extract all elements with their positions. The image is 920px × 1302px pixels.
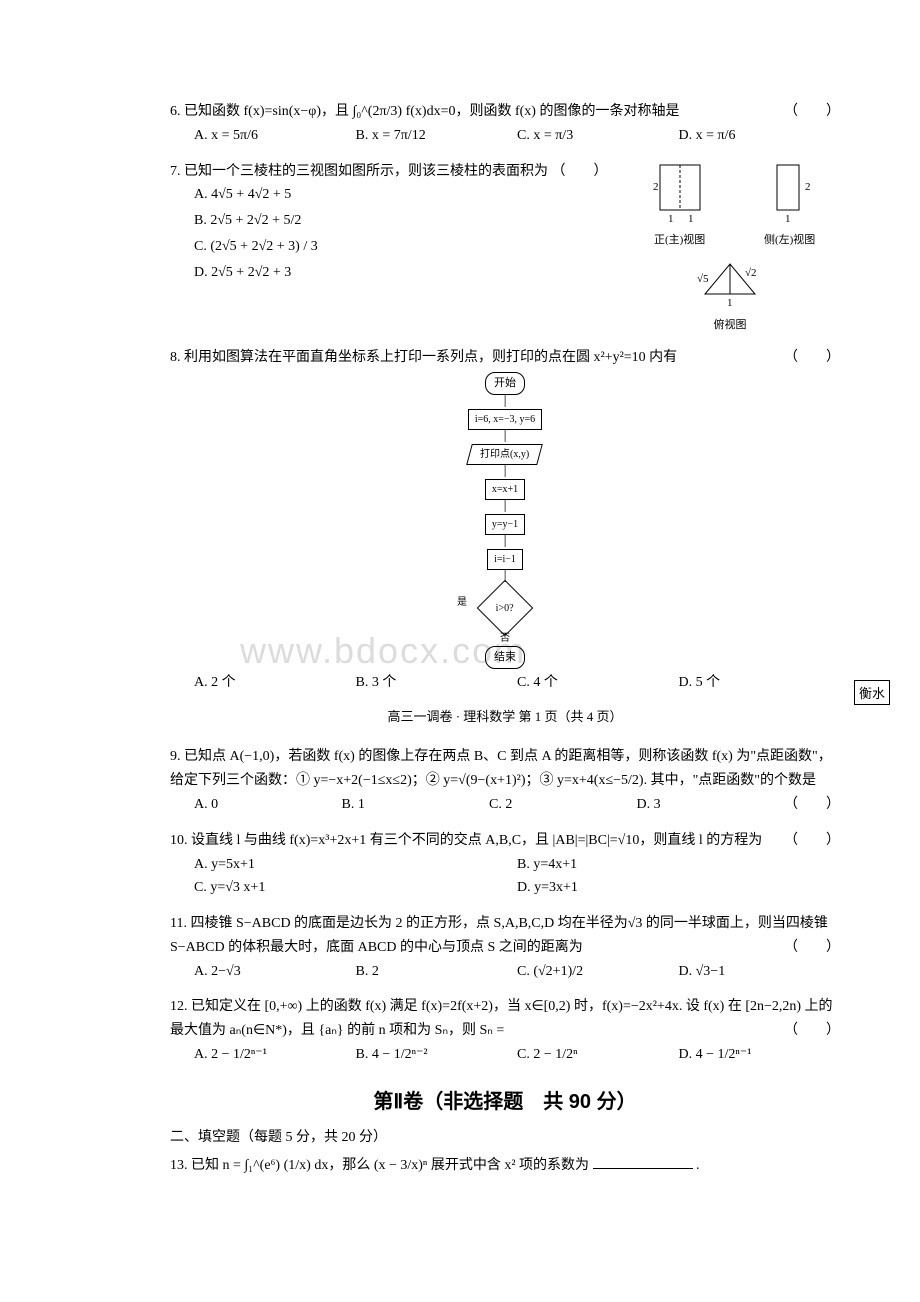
fc-s2: y=y−1	[485, 514, 525, 535]
q10-num: 10.	[170, 833, 188, 848]
q12-opt-d: D. 4 − 1/2ⁿ⁻¹	[679, 1043, 841, 1067]
question-6: 6. 已知函数 f(x)=sin(x−φ)，且 ∫₀^(2π/3) f(x)dx…	[170, 100, 840, 148]
q11-text: 四棱锥 S−ABCD 的底面是边长为 2 的正方形，点 S,A,B,C,D 均在…	[170, 916, 828, 955]
q12-opt-a: A. 2 − 1/2ⁿ⁻¹	[194, 1043, 356, 1067]
q11-opt-c: C. (√2+1)/2	[517, 960, 679, 984]
q6-opt-b: B. x = 7π/12	[356, 124, 518, 148]
svg-text:1: 1	[688, 213, 694, 225]
q11-paren: （ ）	[784, 936, 840, 960]
question-10: 10. 设直线 l 与曲线 f(x)=x³+2x+1 有三个不同的交点 A,B,…	[170, 829, 840, 900]
q6-num: 6.	[170, 104, 181, 119]
svg-text:1: 1	[727, 297, 733, 309]
q11-num: 11.	[170, 916, 187, 931]
top-view: 1 √2 √5 俯视图	[620, 254, 840, 334]
q11-opt-d: D. √3−1	[679, 960, 841, 984]
q9-opt-b: B. 1	[342, 793, 490, 817]
section-2-title: 第Ⅱ卷（非选择题 共 90 分）	[170, 1085, 840, 1114]
q8-opt-c: C. 4 个	[517, 671, 679, 695]
page-footer: 高三一调卷 · 理科数学 第 1 页（共 4 页）	[170, 706, 840, 725]
question-8: 8. 利用如图算法在平面直角坐标系上打印一系列点，则打印的点在圆 x²+y²=1…	[170, 346, 840, 694]
q9-options: A. 0 B. 1 C. 2 D. 3	[170, 793, 784, 817]
svg-text:2: 2	[805, 181, 811, 193]
q8-opt-b: B. 3 个	[356, 671, 518, 695]
fc-s3: i=i−1	[487, 549, 523, 570]
q13-blank	[593, 1155, 693, 1169]
svg-text:1: 1	[668, 213, 674, 225]
q13-text-before: 已知 n = ∫₁^(e⁶) (1/x) dx，那么 (x − 3/x)ⁿ 展开…	[191, 1158, 589, 1173]
q12-options: A. 2 − 1/2ⁿ⁻¹ B. 4 − 1/2ⁿ⁻² C. 2 − 1/2ⁿ …	[170, 1043, 840, 1067]
q13-num: 13.	[170, 1158, 188, 1173]
question-7: 2 1 1 正(主)视图 2 1 侧(左)视图	[170, 160, 840, 335]
q8-options: A. 2 个 B. 3 个 C. 4 个 D. 5 个	[170, 671, 840, 695]
q6-text: 已知函数 f(x)=sin(x−φ)，且 ∫₀^(2π/3) f(x)dx=0，…	[184, 104, 679, 119]
fc-cond: i>0?	[477, 580, 534, 637]
q9-num: 9.	[170, 749, 181, 764]
front-view-label: 正(主)视图	[645, 231, 715, 250]
question-9: 9. 已知点 A(−1,0)，若函数 f(x) 的图像上存在两点 B、C 到点 …	[170, 745, 840, 816]
question-12: 12. 已知定义在 [0,+∞) 上的函数 f(x) 满足 f(x)=2f(x+…	[170, 995, 840, 1066]
q10-opt-a: A. y=5x+1	[194, 853, 517, 877]
q6-options: A. x = 5π/6 B. x = 7π/12 C. x = π/3 D. x…	[170, 124, 840, 148]
fill-header: 二、填空题（每题 5 分，共 20 分）	[170, 1126, 840, 1146]
q11-opt-a: A. 2−√3	[194, 960, 356, 984]
fc-end: 结束	[485, 646, 525, 669]
q8-num: 8.	[170, 350, 181, 365]
q8-opt-a: A. 2 个	[194, 671, 356, 695]
three-views: 2 1 1 正(主)视图 2 1 侧(左)视图	[620, 160, 840, 335]
q12-opt-c: C. 2 − 1/2ⁿ	[517, 1043, 679, 1067]
q10-paren: （ ）	[784, 829, 840, 853]
q6-opt-c: C. x = π/3	[517, 124, 679, 148]
q9-text: 已知点 A(−1,0)，若函数 f(x) 的图像上存在两点 B、C 到点 A 的…	[170, 749, 832, 788]
q9-opt-d: D. 3	[637, 793, 785, 817]
q12-opt-b: B. 4 − 1/2ⁿ⁻²	[356, 1043, 518, 1067]
q10-opt-d: D. y=3x+1	[517, 876, 840, 900]
q10-text: 设直线 l 与曲线 f(x)=x³+2x+1 有三个不同的交点 A,B,C，且 …	[191, 833, 762, 848]
q8-paren: （ ）	[784, 346, 840, 370]
q10-opt-b: B. y=4x+1	[517, 853, 840, 877]
svg-text:2: 2	[653, 181, 659, 193]
q7-paren: （ ）	[552, 164, 608, 179]
side-view-label: 侧(左)视图	[764, 231, 815, 250]
fc-init: i=6, x=−3, y=6	[468, 409, 542, 430]
q7-text: 已知一个三棱柱的三视图如图所示，则该三棱柱的表面积为	[184, 164, 548, 179]
q12-num: 12.	[170, 999, 188, 1014]
front-view: 2 1 1 正(主)视图	[645, 160, 715, 250]
svg-text:√2: √2	[745, 267, 757, 279]
fc-print: 打印点(x,y)	[467, 444, 544, 465]
side-view: 2 1 侧(左)视图	[764, 160, 815, 250]
top-view-label: 俯视图	[620, 316, 840, 335]
q6-opt-a: A. x = 5π/6	[194, 124, 356, 148]
q10-opt-c: C. y=√3 x+1	[194, 876, 517, 900]
q9-paren: （ ）	[784, 793, 840, 817]
side-label: 衡水	[854, 680, 890, 705]
question-11: 11. 四棱锥 S−ABCD 的底面是边长为 2 的正方形，点 S,A,B,C,…	[170, 912, 840, 983]
q12-paren: （ ）	[784, 1019, 840, 1043]
question-13: 13. 已知 n = ∫₁^(e⁶) (1/x) dx，那么 (x − 3/x)…	[170, 1154, 840, 1178]
page-content: 6. 已知函数 f(x)=sin(x−φ)，且 ∫₀^(2π/3) f(x)dx…	[170, 100, 840, 1178]
q8-text: 利用如图算法在平面直角坐标系上打印一系列点，则打印的点在圆 x²+y²=10 内…	[184, 350, 677, 365]
fc-yes: 是	[457, 594, 467, 611]
q11-options: A. 2−√3 B. 2 C. (√2+1)/2 D. √3−1	[170, 960, 840, 984]
q13-text-after: .	[696, 1158, 700, 1173]
fc-s1: x=x+1	[485, 479, 525, 500]
svg-text:1: 1	[785, 213, 791, 225]
q11-opt-b: B. 2	[356, 960, 518, 984]
q12-text: 已知定义在 [0,+∞) 上的函数 f(x) 满足 f(x)=2f(x+2)，当…	[170, 999, 833, 1038]
q10-options: A. y=5x+1 B. y=4x+1 C. y=√3 x+1 D. y=3x+…	[170, 853, 840, 901]
q7-num: 7.	[170, 164, 181, 179]
flowchart: 开始 │ i=6, x=−3, y=6 │ 打印点(x,y) │ x=x+1 │…	[435, 370, 575, 670]
q9-opt-a: A. 0	[194, 793, 342, 817]
svg-text:√5: √5	[697, 273, 709, 285]
q6-opt-d: D. x = π/6	[679, 124, 841, 148]
q8-opt-d: D. 5 个	[679, 671, 841, 695]
fc-start: 开始	[485, 372, 525, 395]
q9-opt-c: C. 2	[489, 793, 637, 817]
q6-paren: （ ）	[784, 100, 840, 124]
